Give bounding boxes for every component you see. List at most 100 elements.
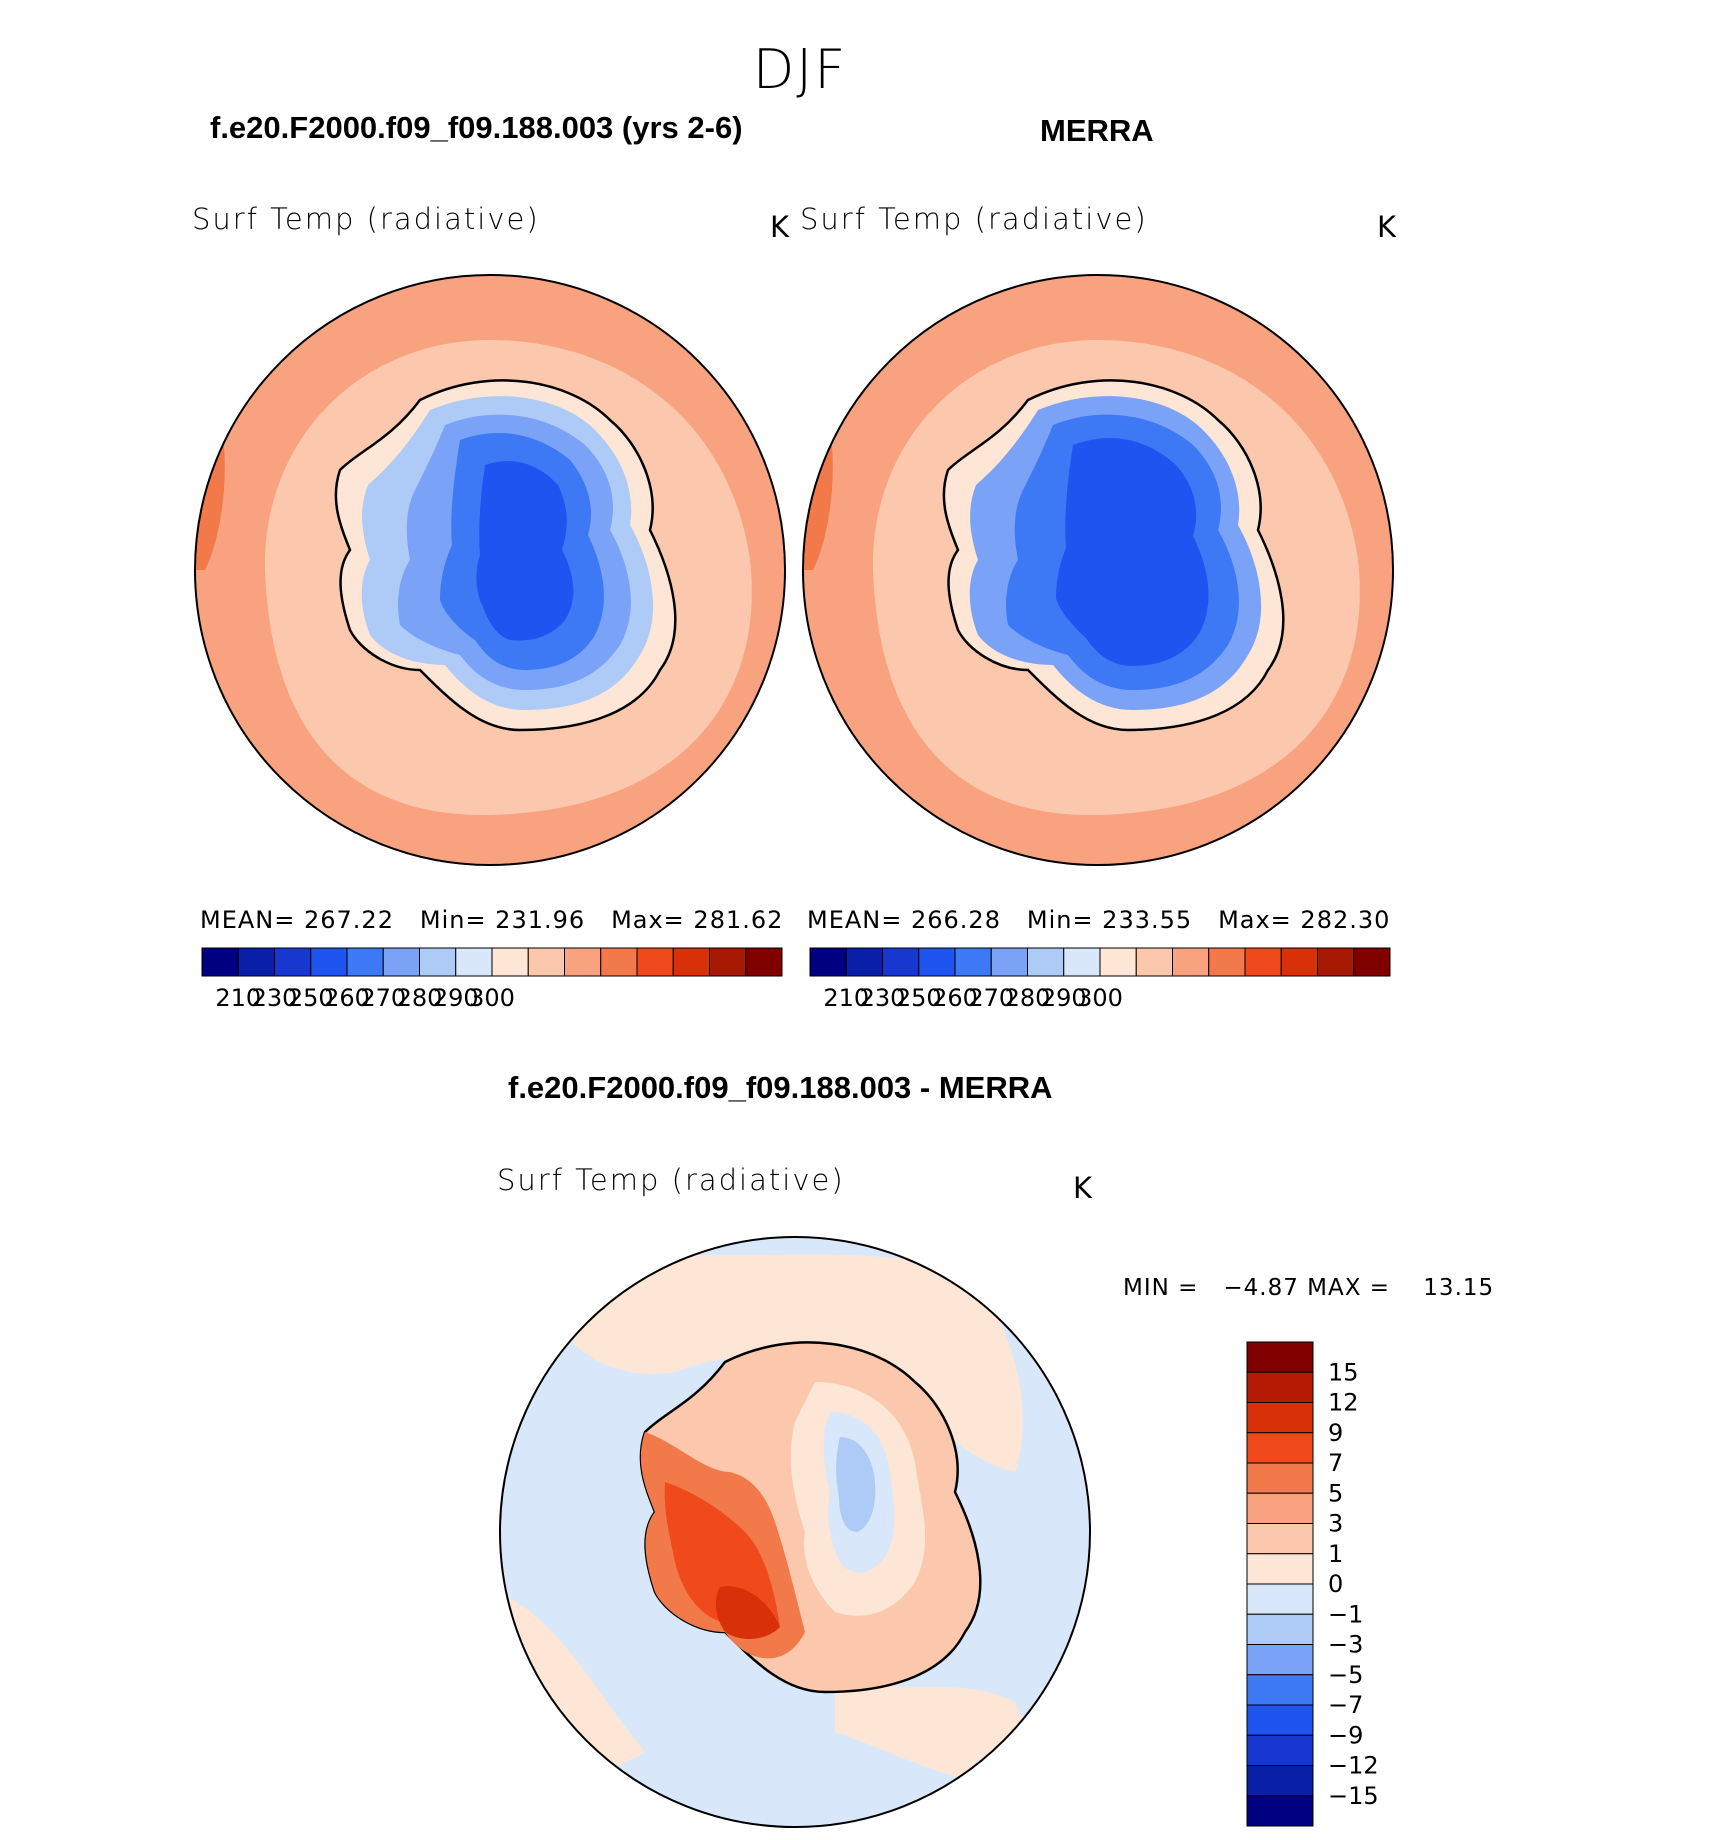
- difference-colorbar-swatch-15: [1246, 1795, 1314, 1827]
- panel2-colorbar-tick-label: 280: [1005, 984, 1051, 1012]
- difference-variable-label: Surf Temp (radiative): [497, 1163, 845, 1197]
- panel1-colorbar-swatch-0: [201, 947, 239, 977]
- difference-colorbar-tick-label: 12: [1328, 1389, 1359, 1417]
- panel2-max: Max= 282.30: [1218, 906, 1391, 934]
- panel2-polar-map: [802, 274, 1394, 866]
- difference-colorbar-tick-label: −15: [1328, 1782, 1379, 1810]
- panel2-colorbar-swatch-1: [845, 947, 883, 977]
- difference-colorbar-swatch-4: [1246, 1462, 1314, 1494]
- difference-colorbar-swatch-14: [1246, 1765, 1314, 1797]
- panel2-colorbar-tick-label: 290: [1041, 984, 1087, 1012]
- map2-ice-core: [1056, 437, 1209, 666]
- difference-colorbar-tick-label: 9: [1328, 1419, 1343, 1447]
- map2-border: [802, 274, 1394, 866]
- map1-ice-core: [476, 461, 574, 641]
- panel1-colorbar-swatch-6: [419, 947, 457, 977]
- difference-polar-map: [499, 1236, 1091, 1828]
- panel1-colorbar-swatch-5: [382, 947, 420, 977]
- difference-colorbar-swatch-2: [1246, 1402, 1314, 1434]
- panel1-colorbar-swatch-15: [745, 947, 783, 977]
- difference-colorbar-swatch-7: [1246, 1553, 1314, 1585]
- panel1-variable-label: Surf Temp (radiative): [192, 202, 540, 236]
- panel1-max: Max= 281.62: [611, 906, 784, 934]
- panel2-stats: MEAN= 266.28 Min= 233.55 Max= 282.30: [807, 906, 1390, 934]
- diff-ocean-positive-north: [555, 1252, 1023, 1472]
- panel1-colorbar-tick-label: 250: [288, 984, 334, 1012]
- difference-colorbar-swatch-13: [1246, 1734, 1314, 1766]
- panel1-colorbar-tick-label: 230: [252, 984, 298, 1012]
- difference-minmax: MIN = −4.87 MAX = 13.15: [1123, 1275, 1495, 1301]
- difference-title: f.e20.F2000.f09_f09.188.003 - MERRA: [508, 1070, 1053, 1105]
- difference-colorbar-swatch-0: [1246, 1341, 1314, 1373]
- panel1-colorbar-swatch-7: [455, 947, 493, 977]
- difference-colorbar-tick-label: −9: [1328, 1721, 1363, 1749]
- panel1-colorbar-swatch-4: [346, 947, 384, 977]
- difference-colorbar-tick-label: −7: [1328, 1691, 1363, 1719]
- panel1-colorbar-tick-label: 260: [324, 984, 370, 1012]
- panel2-colorbar-swatch-6: [1027, 947, 1065, 977]
- panel1-title: f.e20.F2000.f09_f09.188.003 (yrs 2-6): [210, 110, 743, 145]
- panel1-colorbar-swatch-11: [600, 947, 638, 977]
- panel2-colorbar-swatch-10: [1172, 947, 1210, 977]
- difference-colorbar-swatch-1: [1246, 1371, 1314, 1403]
- difference-colorbar-tick-label: 1: [1328, 1540, 1343, 1568]
- panel1-units-label: K: [770, 210, 790, 244]
- panel1-stats: MEAN= 267.22 Min= 231.96 Max= 281.62: [200, 906, 783, 934]
- difference-colorbar-swatch-9: [1246, 1613, 1314, 1645]
- difference-colorbar-tick-label: 3: [1328, 1510, 1343, 1538]
- panel2-colorbar-swatch-13: [1280, 947, 1318, 977]
- difference-colorbar-swatch-3: [1246, 1432, 1314, 1464]
- panel1-min: Min= 231.96: [419, 906, 586, 934]
- panel2-colorbar-swatch-14: [1317, 947, 1355, 977]
- panel1-colorbar-swatch-1: [237, 947, 275, 977]
- season-title: DJF: [752, 38, 848, 101]
- panel2-colorbar-swatch-2: [882, 947, 920, 977]
- panel1-colorbar-tick-label: 270: [360, 984, 406, 1012]
- panel2-colorbar-swatch-0: [809, 947, 847, 977]
- difference-colorbar-tick-label: 7: [1328, 1449, 1343, 1477]
- difference-colorbar-tick-label: −3: [1328, 1631, 1363, 1659]
- panel2-colorbar-swatch-4: [954, 947, 992, 977]
- panel1-colorbar-tick-label: 280: [397, 984, 443, 1012]
- panel1-mean: MEAN= 267.22: [200, 906, 394, 934]
- panel2-colorbar-tick-label: 250: [896, 984, 942, 1012]
- diff-map-border: [499, 1236, 1091, 1828]
- difference-colorbar-tick-label: 5: [1328, 1479, 1343, 1507]
- difference-colorbar-swatch-10: [1246, 1644, 1314, 1676]
- difference-colorbar-swatch-12: [1246, 1704, 1314, 1736]
- panel1-colorbar-swatch-3: [310, 947, 348, 977]
- panel1-polar-map: [194, 274, 786, 866]
- panel2-colorbar-tick-label: 300: [1077, 984, 1123, 1012]
- panel1-colorbar-tick-label: 300: [469, 984, 515, 1012]
- map1-border: [194, 274, 786, 866]
- panel2-title: MERRA: [1040, 113, 1154, 148]
- difference-colorbar-tick-label: 0: [1328, 1570, 1343, 1598]
- panel2-variable-label: Surf Temp (radiative): [800, 202, 1148, 236]
- panel1-colorbar-swatch-14: [709, 947, 747, 977]
- panel2-units-label: K: [1377, 210, 1397, 244]
- panel1-colorbar-swatch-13: [672, 947, 710, 977]
- panel2-colorbar-swatch-15: [1353, 947, 1391, 977]
- panel2-colorbar-tick-label: 210: [823, 984, 869, 1012]
- panel2-colorbar-swatch-7: [1063, 947, 1101, 977]
- difference-colorbar-swatch-8: [1246, 1583, 1314, 1615]
- difference-colorbar-swatch-11: [1246, 1674, 1314, 1706]
- panel1-colorbar-swatch-9: [527, 947, 565, 977]
- diff-east-negative-core: [836, 1437, 876, 1532]
- panel2-mean: MEAN= 266.28: [807, 906, 1001, 934]
- panel2-colorbar-swatch-9: [1135, 947, 1173, 977]
- difference-colorbar-swatch-5: [1246, 1492, 1314, 1524]
- difference-colorbar-tick-label: −5: [1328, 1661, 1363, 1689]
- panel1-colorbar-swatch-8: [491, 947, 529, 977]
- panel1-colorbar-tick-label: 210: [215, 984, 261, 1012]
- panel2-colorbar-swatch-12: [1244, 947, 1282, 977]
- panel1-colorbar-swatch-10: [564, 947, 602, 977]
- difference-colorbar-tick-label: −12: [1328, 1752, 1379, 1780]
- difference-colorbar-tick-label: 15: [1328, 1358, 1359, 1386]
- panel2-min: Min= 233.55: [1026, 906, 1193, 934]
- difference-colorbar-swatch-6: [1246, 1523, 1314, 1555]
- diff-west-positive-max: [715, 1586, 780, 1639]
- panel2-colorbar-swatch-11: [1208, 947, 1246, 977]
